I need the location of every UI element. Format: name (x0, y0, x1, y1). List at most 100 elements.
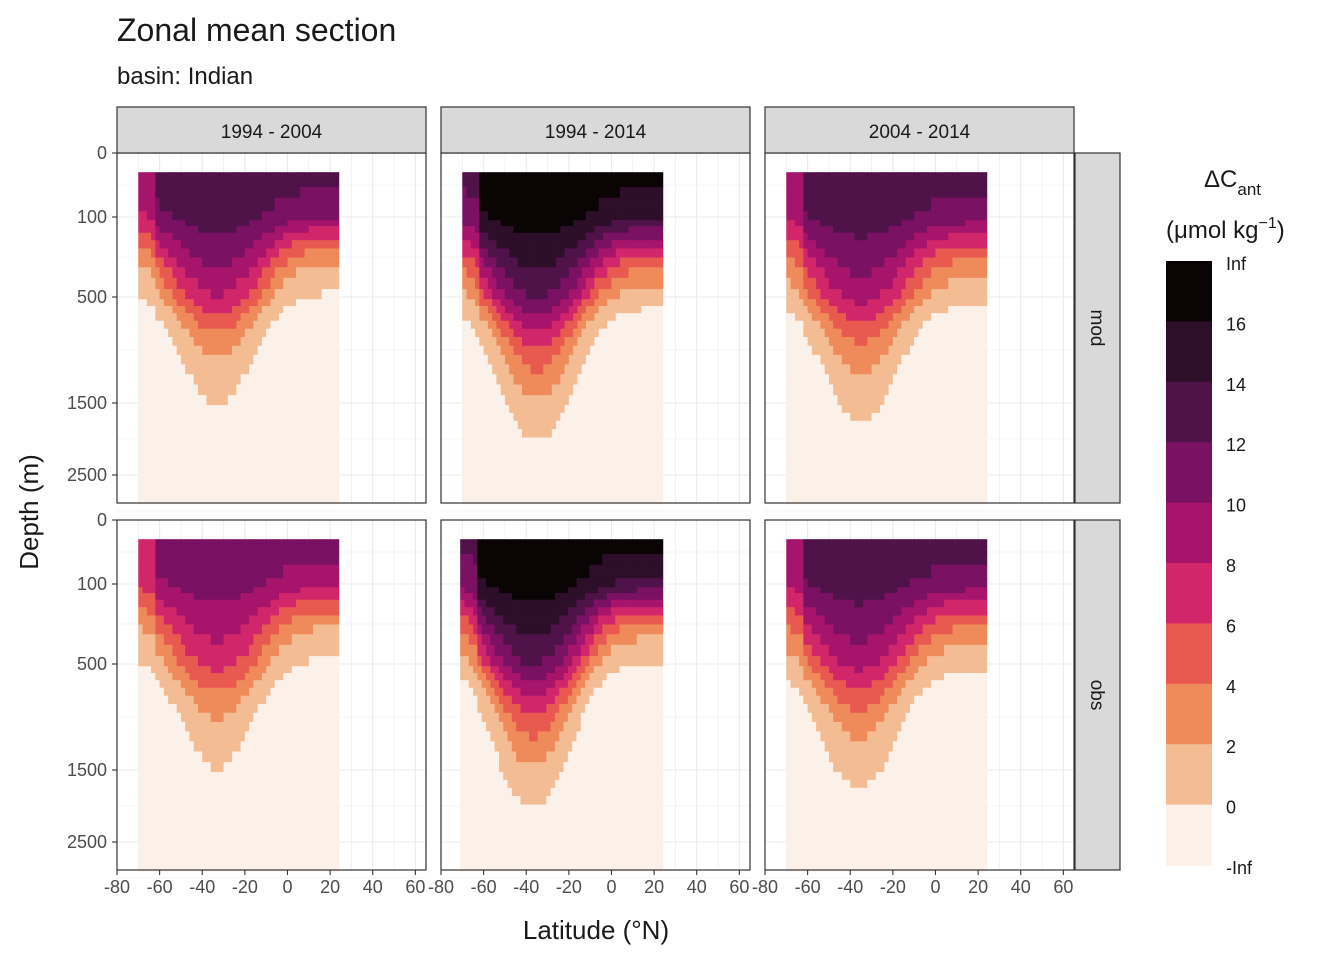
heatmap-cell (884, 257, 890, 268)
heatmap-cell (564, 395, 570, 406)
heatmap-cell (176, 220, 182, 227)
heatmap-cell (858, 320, 864, 330)
heatmap-cell (202, 384, 208, 396)
heatmap-cell (590, 455, 596, 466)
heatmap-cell (504, 412, 510, 422)
heatmap-cell (227, 186, 233, 199)
heatmap-cell (244, 328, 250, 338)
heatmap-cell (615, 364, 621, 375)
heatmap-cell (223, 464, 229, 475)
heatmap-cell (138, 364, 144, 375)
heatmap-cell (206, 299, 212, 307)
heatmap-cell (828, 429, 834, 439)
heatmap-cell (543, 374, 549, 386)
heatmap-cell (794, 240, 800, 250)
heatmap-cell (159, 186, 165, 199)
heatmap-cell (922, 174, 928, 180)
heatmap-cell (530, 289, 536, 300)
heatmap-cell (479, 174, 485, 180)
heatmap-cell (325, 374, 331, 386)
heatmap-cell (159, 197, 165, 212)
heatmap-cell (475, 240, 480, 250)
heatmap-cell (487, 328, 493, 338)
heatmap-cell (504, 420, 510, 430)
heatmap-cell (845, 437, 851, 447)
heatmap-cell (334, 299, 340, 307)
heatmap-cell (168, 220, 173, 227)
heatmap-cell (197, 493, 203, 505)
heatmap-cell (232, 232, 237, 241)
heatmap-cell (479, 437, 485, 447)
heatmap-cell (530, 232, 536, 241)
heatmap-cell (526, 179, 532, 188)
heatmap-cell (901, 299, 907, 307)
heatmap-cell (837, 395, 843, 406)
heatmap-cell (790, 220, 796, 227)
heatmap-cell (649, 464, 655, 475)
heatmap-cell (543, 464, 549, 475)
heatmap-cell (206, 473, 212, 485)
heatmap-cell (479, 172, 485, 175)
heatmap-cell (206, 420, 212, 430)
heatmap-cell (799, 446, 804, 456)
heatmap-cell (658, 395, 664, 406)
heatmap-cell (620, 354, 625, 365)
heatmap-cell (884, 313, 890, 322)
heatmap-cell (296, 493, 301, 505)
heatmap-cell (790, 174, 796, 180)
heatmap-cell (624, 320, 630, 330)
heatmap-cell (581, 211, 587, 221)
heatmap-cell (594, 455, 600, 466)
heatmap-cell (487, 289, 493, 300)
heatmap-cell (142, 345, 148, 356)
heatmap-cell (624, 267, 630, 279)
heatmap-cell (922, 257, 928, 268)
heatmap-cell (624, 299, 630, 307)
heatmap-cell (304, 412, 310, 422)
heatmap-cell (240, 337, 246, 347)
heatmap-cell (816, 337, 821, 347)
heatmap-cell (296, 364, 301, 375)
heatmap-cell (875, 220, 881, 227)
heatmap-cell (863, 186, 868, 199)
heatmap-cell (296, 354, 301, 365)
heatmap-cell (496, 174, 502, 180)
heatmap-cell (300, 337, 306, 347)
heatmap-cell (649, 493, 655, 505)
heatmap-cell (330, 473, 335, 485)
heatmap-cell (854, 483, 860, 495)
heatmap-cell (602, 405, 608, 414)
heatmap-cell (466, 437, 472, 447)
heatmap-cell (871, 267, 877, 279)
heatmap-cell (304, 429, 310, 439)
heatmap-cell (556, 493, 561, 505)
heatmap-cell (645, 405, 651, 414)
heatmap-cell (845, 328, 851, 338)
heatmap-cell (210, 232, 216, 241)
heatmap-cell (602, 384, 608, 396)
heatmap-cell (274, 232, 280, 241)
heatmap-cell (334, 248, 340, 259)
heatmap-cell (163, 493, 169, 505)
heatmap-cell (193, 354, 199, 365)
heatmap-cell (850, 313, 856, 322)
heatmap-cell (261, 179, 267, 188)
heatmap-cell (556, 337, 561, 347)
heatmap-cell (645, 220, 651, 227)
heatmap-cell (922, 405, 928, 414)
heatmap-cell (824, 345, 830, 356)
heatmap-cell (159, 172, 165, 175)
heatmap-cell (283, 257, 289, 268)
heatmap-cell (897, 446, 902, 456)
heatmap-cell (905, 320, 911, 330)
heatmap-cell (602, 248, 608, 259)
heatmap-cell (215, 248, 220, 259)
heatmap-cell (163, 384, 169, 396)
heatmap-cell (837, 313, 843, 322)
heatmap-cell (577, 328, 583, 338)
heatmap-cell (155, 232, 161, 241)
heatmap-cell (556, 374, 561, 386)
heatmap-cell (138, 226, 144, 234)
heatmap-cell (790, 429, 796, 439)
heatmap-cell (786, 267, 792, 279)
